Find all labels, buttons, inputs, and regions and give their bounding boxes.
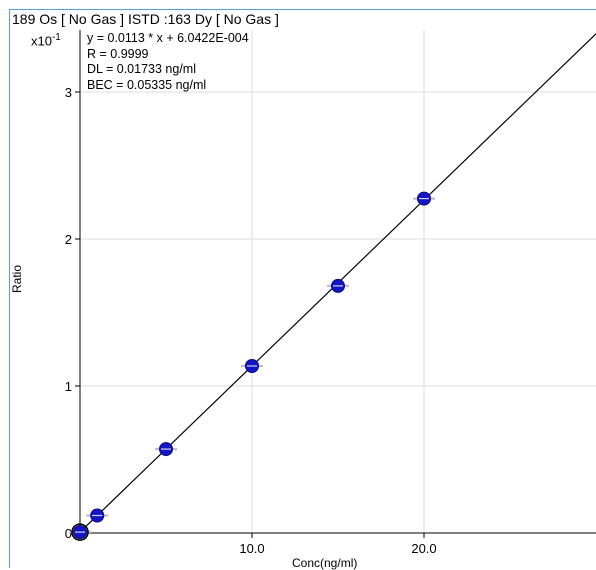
- y-tick-label: 0: [65, 526, 72, 541]
- y-tick-label: 1: [65, 379, 72, 394]
- blank-point-ring: [71, 523, 89, 541]
- detection-limit: DL = 0.01733 ng/ml: [87, 62, 196, 76]
- chart-frame: [9, 9, 596, 568]
- y-axis-multiplier: x10-1: [31, 32, 61, 48]
- x-tick-label: 20.0: [411, 541, 436, 556]
- x-tick-label: 10.0: [239, 541, 264, 556]
- correlation-coefficient: R = 0.9999: [87, 46, 149, 61]
- y-tick-label: 2: [65, 232, 72, 247]
- multiplier-base: x10: [31, 33, 52, 49]
- multiplier-exponent: -1: [51, 32, 61, 43]
- calibration-stats: y = 0.0113 * x + 6.0422E-004 R = 0.9999 …: [87, 31, 249, 93]
- x-axis-label: Conc(ng/ml): [292, 556, 358, 570]
- chart-title: 189 Os [ No Gas ] ISTD :163 Dy [ No Gas …: [12, 11, 279, 27]
- background-equivalent-concentration: BEC = 0.05335 ng/ml: [87, 77, 207, 92]
- regression-equation: y = 0.0113 * x + 6.0422E-004: [87, 31, 249, 45]
- y-tick-label: 3: [65, 85, 72, 100]
